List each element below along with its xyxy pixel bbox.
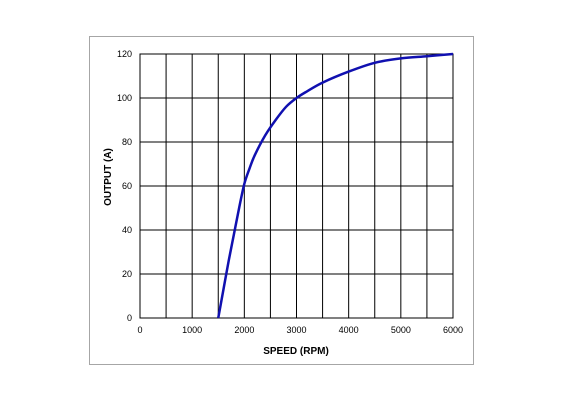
chart-frame [89,36,474,365]
x-tick-label: 3000 [286,325,306,335]
grid [139,53,454,319]
y-tick-label: 120 [117,49,132,59]
y-tick-label: 40 [122,225,132,235]
y-tick-labels: 0 20 40 60 80 100 120 [117,49,132,323]
x-tick-label: 5000 [391,325,411,335]
x-tick-label: 4000 [339,325,359,335]
y-tick-label: 20 [122,269,132,279]
y-tick-label: 60 [122,181,132,191]
y-tick-label: 100 [117,93,132,103]
series-line [217,52,454,319]
x-tick-label: 1000 [182,325,202,335]
series-lines [217,52,454,319]
y-tick-label: 80 [122,137,132,147]
y-axis-title: OUTPUT (A) [103,148,114,206]
plot-border [139,53,454,319]
x-tick-label: 6000 [443,325,463,335]
y-tick-label: 0 [127,313,132,323]
x-tick-label: 0 [137,325,142,335]
x-axis-title: SPEED (RPM) [263,346,329,357]
x-tick-label: 2000 [234,325,254,335]
x-tick-labels: 0 1000 2000 3000 4000 5000 6000 [137,325,463,335]
